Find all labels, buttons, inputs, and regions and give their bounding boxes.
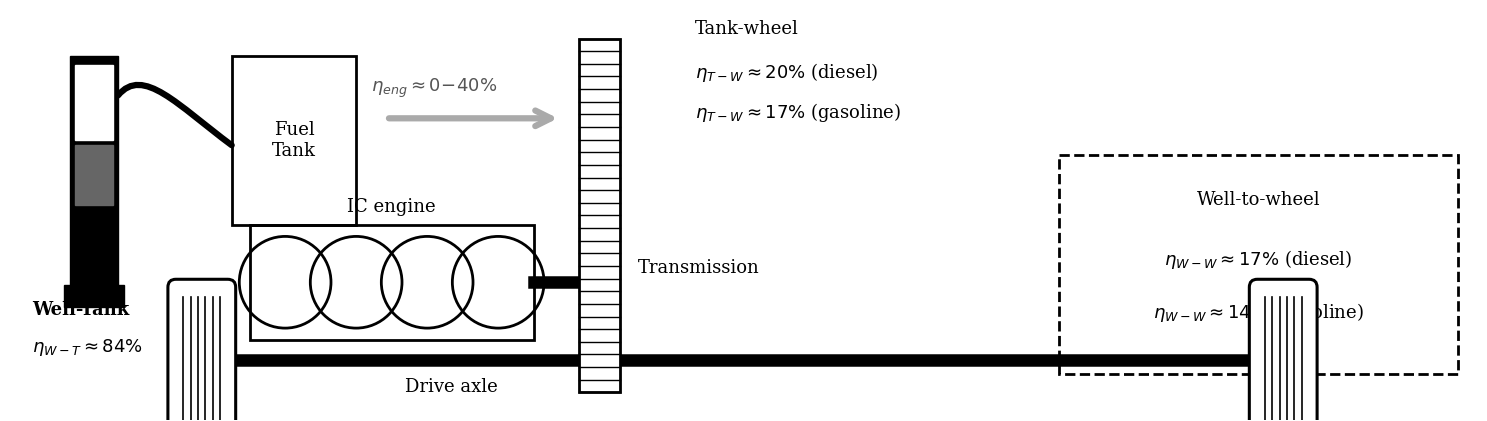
Bar [76, 66, 113, 140]
Bar [64, 285, 123, 306]
Text: $\eta_{eng}\approx0\!-\!40\%$: $\eta_{eng}\approx0\!-\!40\%$ [372, 77, 498, 100]
Text: $\eta_{W-T}\approx84\%$: $\eta_{W-T}\approx84\%$ [33, 337, 143, 358]
Text: Well-Tank: Well-Tank [33, 301, 129, 319]
Text: Well-to-wheel: Well-to-wheel [1197, 191, 1320, 209]
Text: $\eta_{W-W}\approx14\%$ (gasoline): $\eta_{W-W}\approx14\%$ (gasoline) [1152, 301, 1364, 324]
Bar [578, 39, 620, 392]
FancyBboxPatch shape [168, 279, 235, 421]
Bar [1059, 155, 1457, 374]
Bar [76, 145, 113, 205]
Text: Tank-wheel: Tank-wheel [694, 20, 799, 37]
FancyBboxPatch shape [1249, 279, 1317, 421]
Text: Drive axle: Drive axle [404, 378, 497, 397]
Text: Fuel
Tank: Fuel Tank [272, 121, 317, 160]
Text: $\eta_{T-W}\approx17\%$ (gasoline): $\eta_{T-W}\approx17\%$ (gasoline) [694, 101, 901, 124]
Bar [250, 225, 534, 340]
Text: $\eta_{T-W}\approx20\%$ (diesel): $\eta_{T-W}\approx20\%$ (diesel) [694, 61, 879, 84]
Text: Transmission: Transmission [638, 259, 760, 277]
Bar [70, 56, 117, 285]
Text: $\eta_{W-W}\approx17\%$ (diesel): $\eta_{W-W}\approx17\%$ (diesel) [1164, 248, 1353, 272]
Bar [232, 56, 357, 225]
Text: IC engine: IC engine [348, 198, 436, 216]
